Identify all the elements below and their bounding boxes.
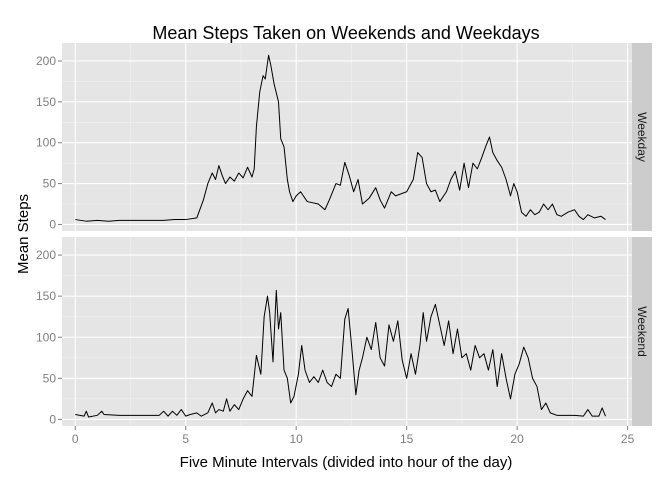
x-tick-label: 15 [400, 432, 414, 446]
facet-strip-label: Weekend [635, 306, 649, 356]
y-tick-label: 150 [36, 289, 56, 303]
chart-title: Mean Steps Taken on Weekends and Weekday… [152, 23, 539, 43]
x-tick-label: 25 [621, 432, 635, 446]
facet-strip [632, 237, 652, 426]
y-tick-label: 100 [36, 330, 56, 344]
y-tick-label: 0 [49, 217, 56, 231]
y-tick-label: 100 [36, 136, 56, 150]
x-axis-title: Five Minute Intervals (divided into hour… [180, 454, 513, 471]
x-tick-label: 10 [290, 432, 304, 446]
panel-weekday: 0 50 100 150 200 Weekday [36, 43, 652, 231]
y-tick-label: 150 [36, 95, 56, 109]
facet-strip [632, 43, 652, 231]
facet-strip-label: Weekday [635, 112, 649, 162]
panel-background [62, 43, 632, 231]
y-tick-label: 200 [36, 248, 56, 262]
series-line-weekend [75, 289, 606, 418]
y-tick-label: 50 [43, 371, 57, 385]
panel-background [62, 237, 632, 426]
x-tick-label: 5 [182, 432, 189, 446]
x-tick-label: 20 [510, 432, 524, 446]
series-line-weekday [75, 54, 606, 222]
y-axis-title: Mean Steps [15, 194, 32, 274]
y-tick-label: 0 [49, 412, 56, 426]
y-tick-label: 50 [43, 177, 57, 191]
x-tick-label: 0 [72, 432, 79, 446]
panel-weekend: 0 50 100 150 200 Weekend [36, 237, 652, 426]
y-tick-label: 200 [36, 54, 56, 68]
